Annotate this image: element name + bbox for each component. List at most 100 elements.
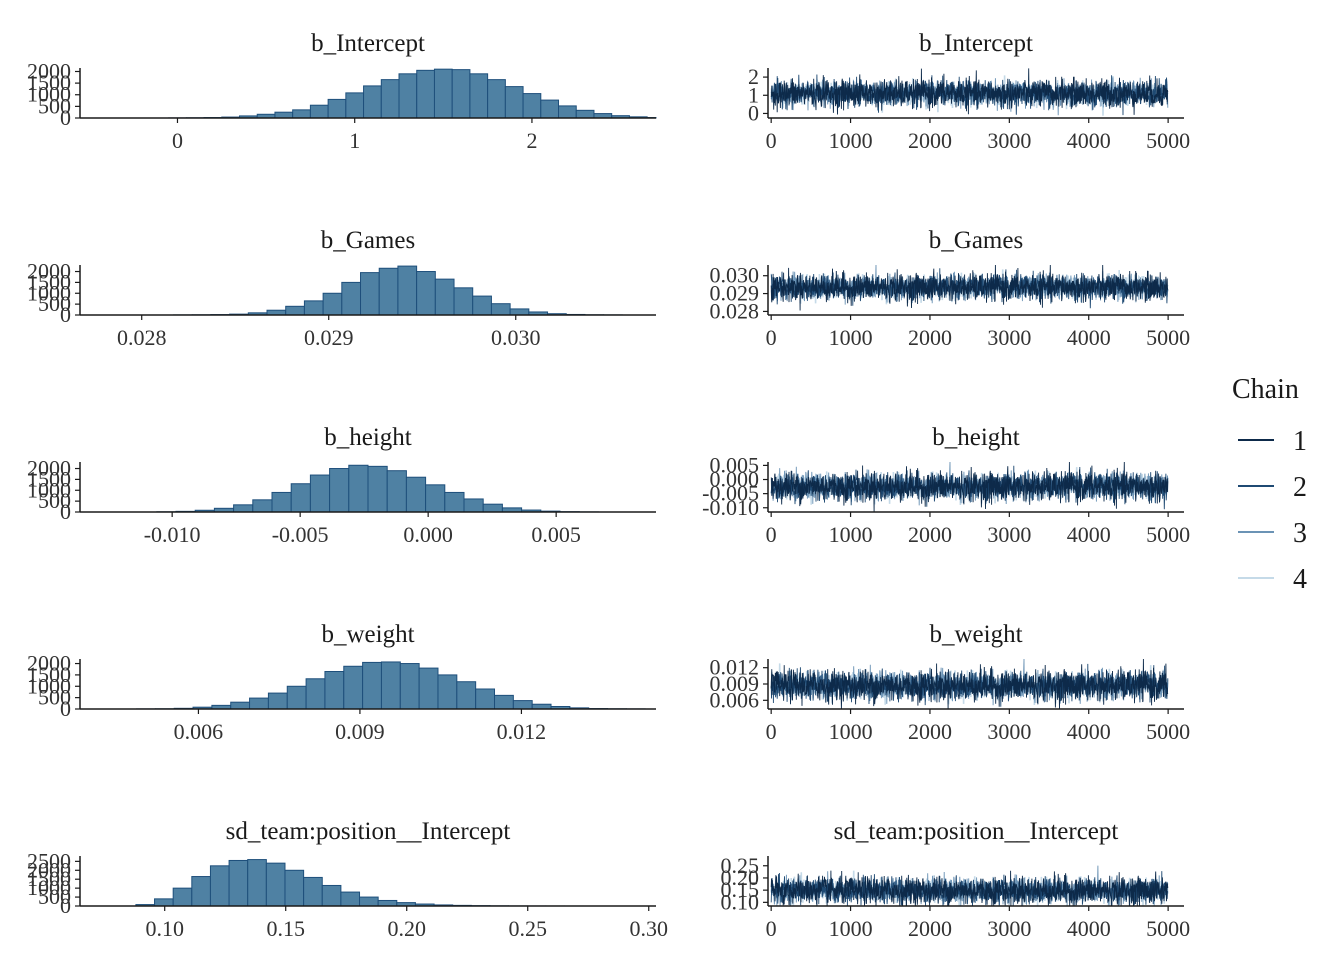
- histogram-bar: [191, 876, 211, 907]
- x-tick-label: 3000: [987, 325, 1031, 350]
- histogram-bar: [425, 484, 446, 513]
- x-tick-label: 0.20: [387, 916, 426, 941]
- histogram-bar: [329, 468, 350, 513]
- y-tick-label: 2000: [27, 456, 71, 481]
- histogram-bar: [341, 281, 362, 316]
- histogram-bar: [303, 876, 323, 907]
- x-tick-label: 4000: [1067, 522, 1111, 547]
- x-tick-label: 0: [766, 916, 777, 941]
- histogram-bar: [233, 504, 254, 513]
- y-tick-label: 0: [60, 105, 71, 130]
- y-tick-label: 2000: [27, 651, 71, 676]
- histogram-bar: [321, 884, 342, 907]
- histogram-bar: [451, 69, 471, 119]
- trace-panel-2: b_height 0 1000 2000 3000 4000 5000 -0.010-0.00…: [702, 424, 1190, 547]
- panel-title: b_weight: [929, 621, 1022, 648]
- histogram-bar: [437, 674, 458, 710]
- histogram-bar: [252, 499, 273, 513]
- histogram-bar: [340, 891, 361, 907]
- panel-title: b_Games: [321, 227, 415, 254]
- x-tick-label: 5000: [1146, 719, 1190, 744]
- x-tick-label: 4000: [1067, 719, 1111, 744]
- x-tick-label: 0.028: [117, 325, 167, 350]
- histogram-bar: [380, 661, 401, 710]
- trace-panel-4: sd_team:position__Intercept 0 1000 2000 3000…: [721, 818, 1191, 941]
- legend-title: Chain: [1232, 374, 1299, 405]
- histogram-bar: [472, 295, 492, 316]
- x-tick-label: 3000: [987, 128, 1031, 153]
- histogram-bar: [228, 859, 249, 907]
- x-tick-label: 0.10: [145, 916, 184, 941]
- y-tick-label: 0.000: [710, 467, 760, 492]
- histogram-bar: [265, 862, 286, 907]
- x-tick-label: 3000: [987, 719, 1031, 744]
- x-tick-label: 4000: [1067, 916, 1111, 941]
- x-tick-label: 5000: [1146, 325, 1190, 350]
- y-tick-label: 500: [38, 685, 71, 710]
- x-tick-label: 5000: [1146, 522, 1190, 547]
- panel-title: b_Intercept: [919, 30, 1033, 57]
- y-tick-label: 0: [60, 499, 71, 524]
- y-tick-label: 0.15: [721, 877, 760, 902]
- x-tick-label: 0: [766, 719, 777, 744]
- histogram-bar: [305, 678, 326, 710]
- histogram-bar: [456, 681, 477, 710]
- y-tick-label: -0.010: [702, 495, 759, 520]
- x-tick-label: 0.009: [335, 719, 385, 744]
- trace-panel-0: b_Intercept 0 1000 2000 3000 4000 5000 012: [748, 30, 1190, 153]
- y-tick-label: 1500: [27, 466, 71, 491]
- trace-line-chain-1: [770, 461, 1169, 512]
- panel-title: b_weight: [321, 621, 414, 648]
- y-tick-label: 0: [60, 696, 71, 721]
- histogram-bar: [247, 859, 267, 907]
- histogram-bar: [285, 305, 305, 316]
- x-tick-label: 0.012: [497, 719, 547, 744]
- x-tick-label: 1000: [829, 128, 873, 153]
- y-tick-label: 0.005: [710, 452, 760, 477]
- histogram-bar: [377, 899, 398, 907]
- histogram-bar: [416, 69, 435, 119]
- x-tick-label: 0: [766, 128, 777, 153]
- trace-panel-1: b_Games 0 1000 2000 3000 4000 5000 0.0280.0290.…: [710, 227, 1191, 350]
- histogram-bar: [416, 271, 436, 316]
- x-tick-label: 5000: [1146, 128, 1190, 153]
- x-tick-label: 2: [526, 128, 537, 153]
- histogram-bar: [327, 98, 347, 119]
- histogram-bar: [399, 663, 420, 710]
- trace-panel-3: b_weight 0 1000 2000 3000 4000 5000 0.0060.0090…: [710, 621, 1191, 744]
- histogram-bar: [386, 470, 407, 513]
- y-tick-label: 0.028: [710, 298, 760, 323]
- y-tick-label: 500: [38, 291, 71, 316]
- histogram-bar: [434, 278, 455, 316]
- histogram-bar: [453, 287, 474, 316]
- x-tick-label: 1: [349, 128, 360, 153]
- x-tick-label: 0.30: [629, 916, 668, 941]
- x-tick-label: -0.005: [272, 522, 329, 547]
- y-tick-label: 2000: [27, 857, 71, 882]
- histogram-bar: [504, 86, 524, 119]
- histogram-bar: [418, 667, 439, 710]
- y-tick-label: 0.20: [721, 865, 760, 890]
- histogram-bar: [378, 267, 399, 316]
- x-tick-label: 0.006: [174, 719, 224, 744]
- histogram-bar: [575, 109, 595, 119]
- x-tick-label: 0: [766, 325, 777, 350]
- y-tick-label: 2000: [27, 58, 71, 83]
- histogram-bar: [172, 887, 193, 907]
- histogram-bar: [405, 476, 427, 513]
- histogram-bar: [360, 272, 380, 316]
- trace-line-chain-1: [770, 68, 1169, 115]
- y-tick-label: 2500: [27, 848, 71, 873]
- histogram-panel-2: b_height -0.010 -0.005 0.000 0.005 0500100015…: [27, 424, 656, 547]
- panel-title: b_height: [324, 424, 412, 451]
- histogram-bar: [540, 99, 560, 119]
- y-tick-label: 1500: [27, 866, 71, 891]
- x-tick-label: 0.25: [508, 916, 547, 941]
- histogram-bar: [522, 93, 542, 119]
- y-tick-label: 0.009: [710, 671, 760, 696]
- histogram-bar: [363, 85, 382, 119]
- x-tick-label: 0: [766, 522, 777, 547]
